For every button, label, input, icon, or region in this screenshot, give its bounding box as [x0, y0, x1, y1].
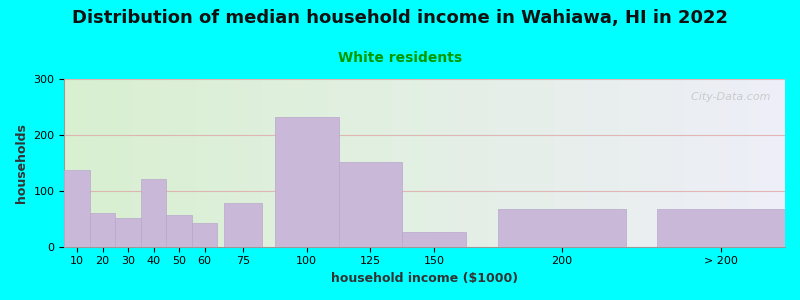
- Bar: [402, 232, 466, 247]
- Bar: [498, 209, 626, 247]
- Bar: [338, 162, 402, 247]
- Bar: [224, 203, 262, 247]
- Text: Distribution of median household income in Wahiawa, HI in 2022: Distribution of median household income …: [72, 9, 728, 27]
- X-axis label: household income ($1000): household income ($1000): [331, 272, 518, 285]
- Bar: [275, 117, 338, 247]
- Text: White residents: White residents: [338, 51, 462, 65]
- Bar: [115, 218, 141, 247]
- Bar: [166, 215, 192, 247]
- Bar: [141, 178, 166, 247]
- Bar: [65, 170, 90, 247]
- Text: City-Data.com: City-Data.com: [684, 92, 770, 102]
- Y-axis label: households: households: [15, 123, 28, 203]
- Bar: [658, 209, 785, 247]
- Bar: [192, 223, 218, 247]
- Bar: [90, 213, 115, 247]
